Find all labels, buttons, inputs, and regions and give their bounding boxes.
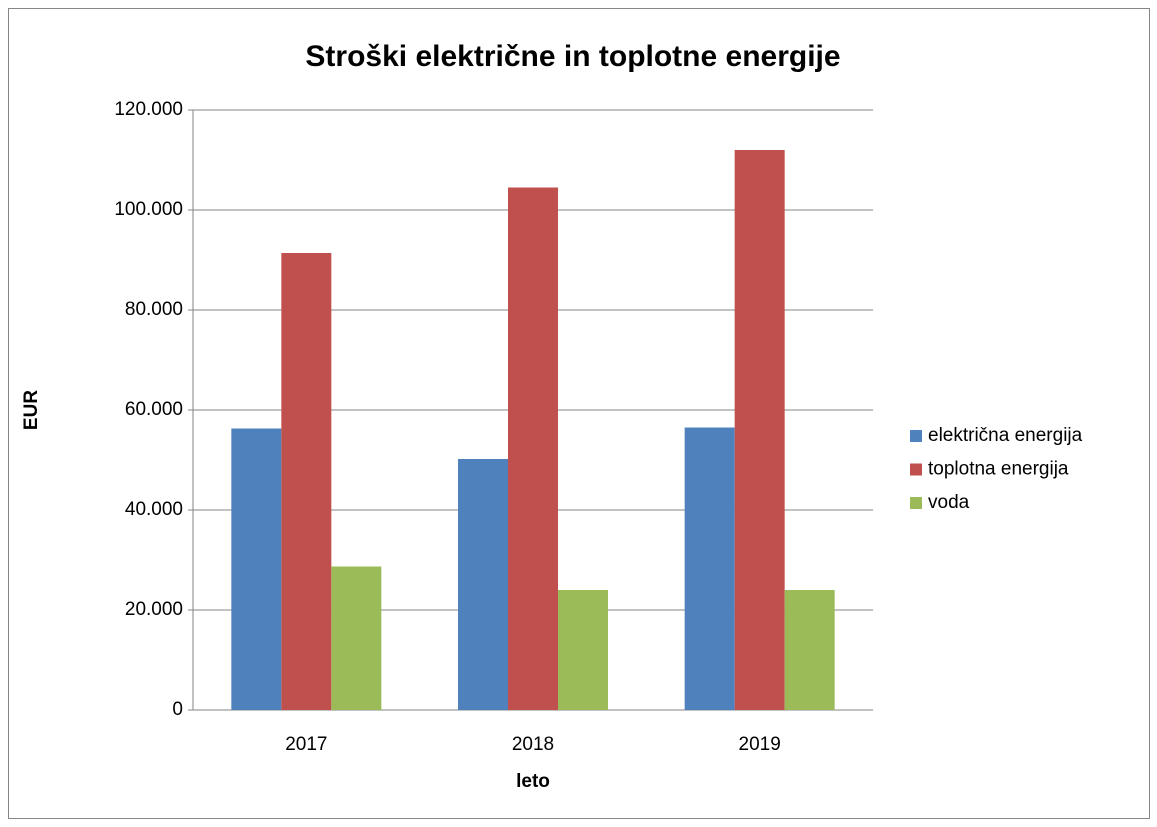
- y-tick-label: 0: [172, 699, 183, 720]
- y-tick-label: 60.000: [125, 399, 183, 420]
- chart-title: Stroški električne in toplotne energije: [305, 40, 840, 73]
- legend-swatch: [910, 497, 922, 509]
- bar: [558, 590, 608, 710]
- y-tick-label: 20.000: [125, 599, 183, 620]
- y-axis-label: EUR: [21, 390, 42, 430]
- y-tick-label: 100.000: [114, 199, 183, 220]
- legend-label: toplotna energija: [928, 459, 1069, 480]
- legend-label: električna energija: [928, 425, 1083, 446]
- bar: [281, 253, 332, 710]
- bar: [734, 150, 785, 710]
- legend-swatch: [910, 430, 922, 442]
- bar: [458, 459, 508, 710]
- bar: [784, 590, 835, 710]
- x-tick-label: 2019: [739, 734, 781, 755]
- legend-label: voda: [928, 492, 970, 513]
- legend-swatch: [910, 463, 922, 476]
- bar: [684, 427, 735, 710]
- bar: [508, 187, 558, 710]
- x-axis-label: leto: [516, 771, 550, 792]
- bar: [231, 428, 282, 710]
- bar: [331, 566, 382, 710]
- y-tick-label: 80.000: [125, 299, 183, 320]
- y-tick-label: 40.000: [125, 499, 183, 520]
- y-tick-label: 120.000: [114, 99, 183, 120]
- x-tick-label: 2018: [512, 734, 554, 755]
- x-tick-label: 2017: [285, 734, 327, 755]
